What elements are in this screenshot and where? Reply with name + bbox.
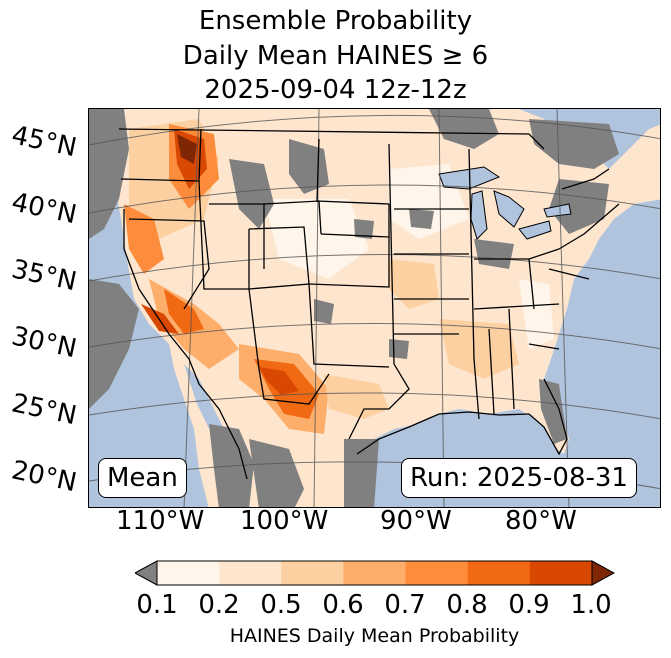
lon-label-100: 100°W — [240, 506, 329, 536]
colorbar-tick: 0.5 — [260, 590, 302, 620]
colorbar-bin — [405, 561, 469, 585]
run-date-label: Run: 2025-08-31 — [401, 458, 637, 498]
colorbar-tick: 0.9 — [508, 590, 550, 620]
lat-label-35: 35°N — [8, 254, 80, 298]
probability-map — [89, 109, 660, 507]
colorbar-bin — [529, 561, 593, 585]
lon-label-80: 80°W — [505, 506, 577, 536]
lon-label-110: 110°W — [116, 506, 205, 536]
colorbar-bins — [157, 561, 593, 585]
colorbar-bin — [157, 561, 220, 585]
lon-label-90: 90°W — [380, 506, 452, 536]
map-panel — [88, 108, 661, 508]
great-lakes — [438, 166, 572, 240]
mean-label: Mean — [98, 458, 187, 498]
colorbar-bin — [281, 561, 344, 585]
below-threshold-areas — [89, 109, 619, 507]
colorbar-tick: 1.0 — [570, 590, 612, 620]
colorbar-bin — [467, 561, 531, 585]
state-boundaries — [118, 128, 620, 480]
title-line-2: Daily Mean HAINES ≥ 6 — [182, 41, 489, 71]
colorbar — [135, 560, 615, 586]
colorbar-tick: 0.1 — [136, 590, 178, 620]
colorbar-under-arrow — [135, 560, 158, 586]
colorbar-tick: 0.8 — [446, 590, 488, 620]
colorbar-over-arrow — [591, 560, 615, 586]
lat-label-40: 40°N — [8, 187, 80, 231]
lat-label-30: 30°N — [8, 321, 80, 365]
colorbar-label: HAINES Daily Mean Probability — [229, 625, 520, 647]
colorbar-tick: 0.2 — [198, 590, 240, 620]
lat-label-25: 25°N — [8, 388, 80, 432]
pacific-ocean — [89, 149, 209, 507]
lat-label-20: 20°N — [8, 455, 80, 499]
colorbar-bin — [219, 561, 282, 585]
lat-label-45: 45°N — [8, 120, 80, 164]
colorbar-tick: 0.7 — [384, 590, 426, 620]
colorbar-bin — [343, 561, 407, 585]
colorbar-tick: 0.6 — [322, 590, 364, 620]
title-line-1: Ensemble Probability — [198, 6, 473, 36]
title-line-3: 2025-09-04 12z-12z — [204, 75, 467, 105]
probability-shading — [124, 119, 554, 434]
